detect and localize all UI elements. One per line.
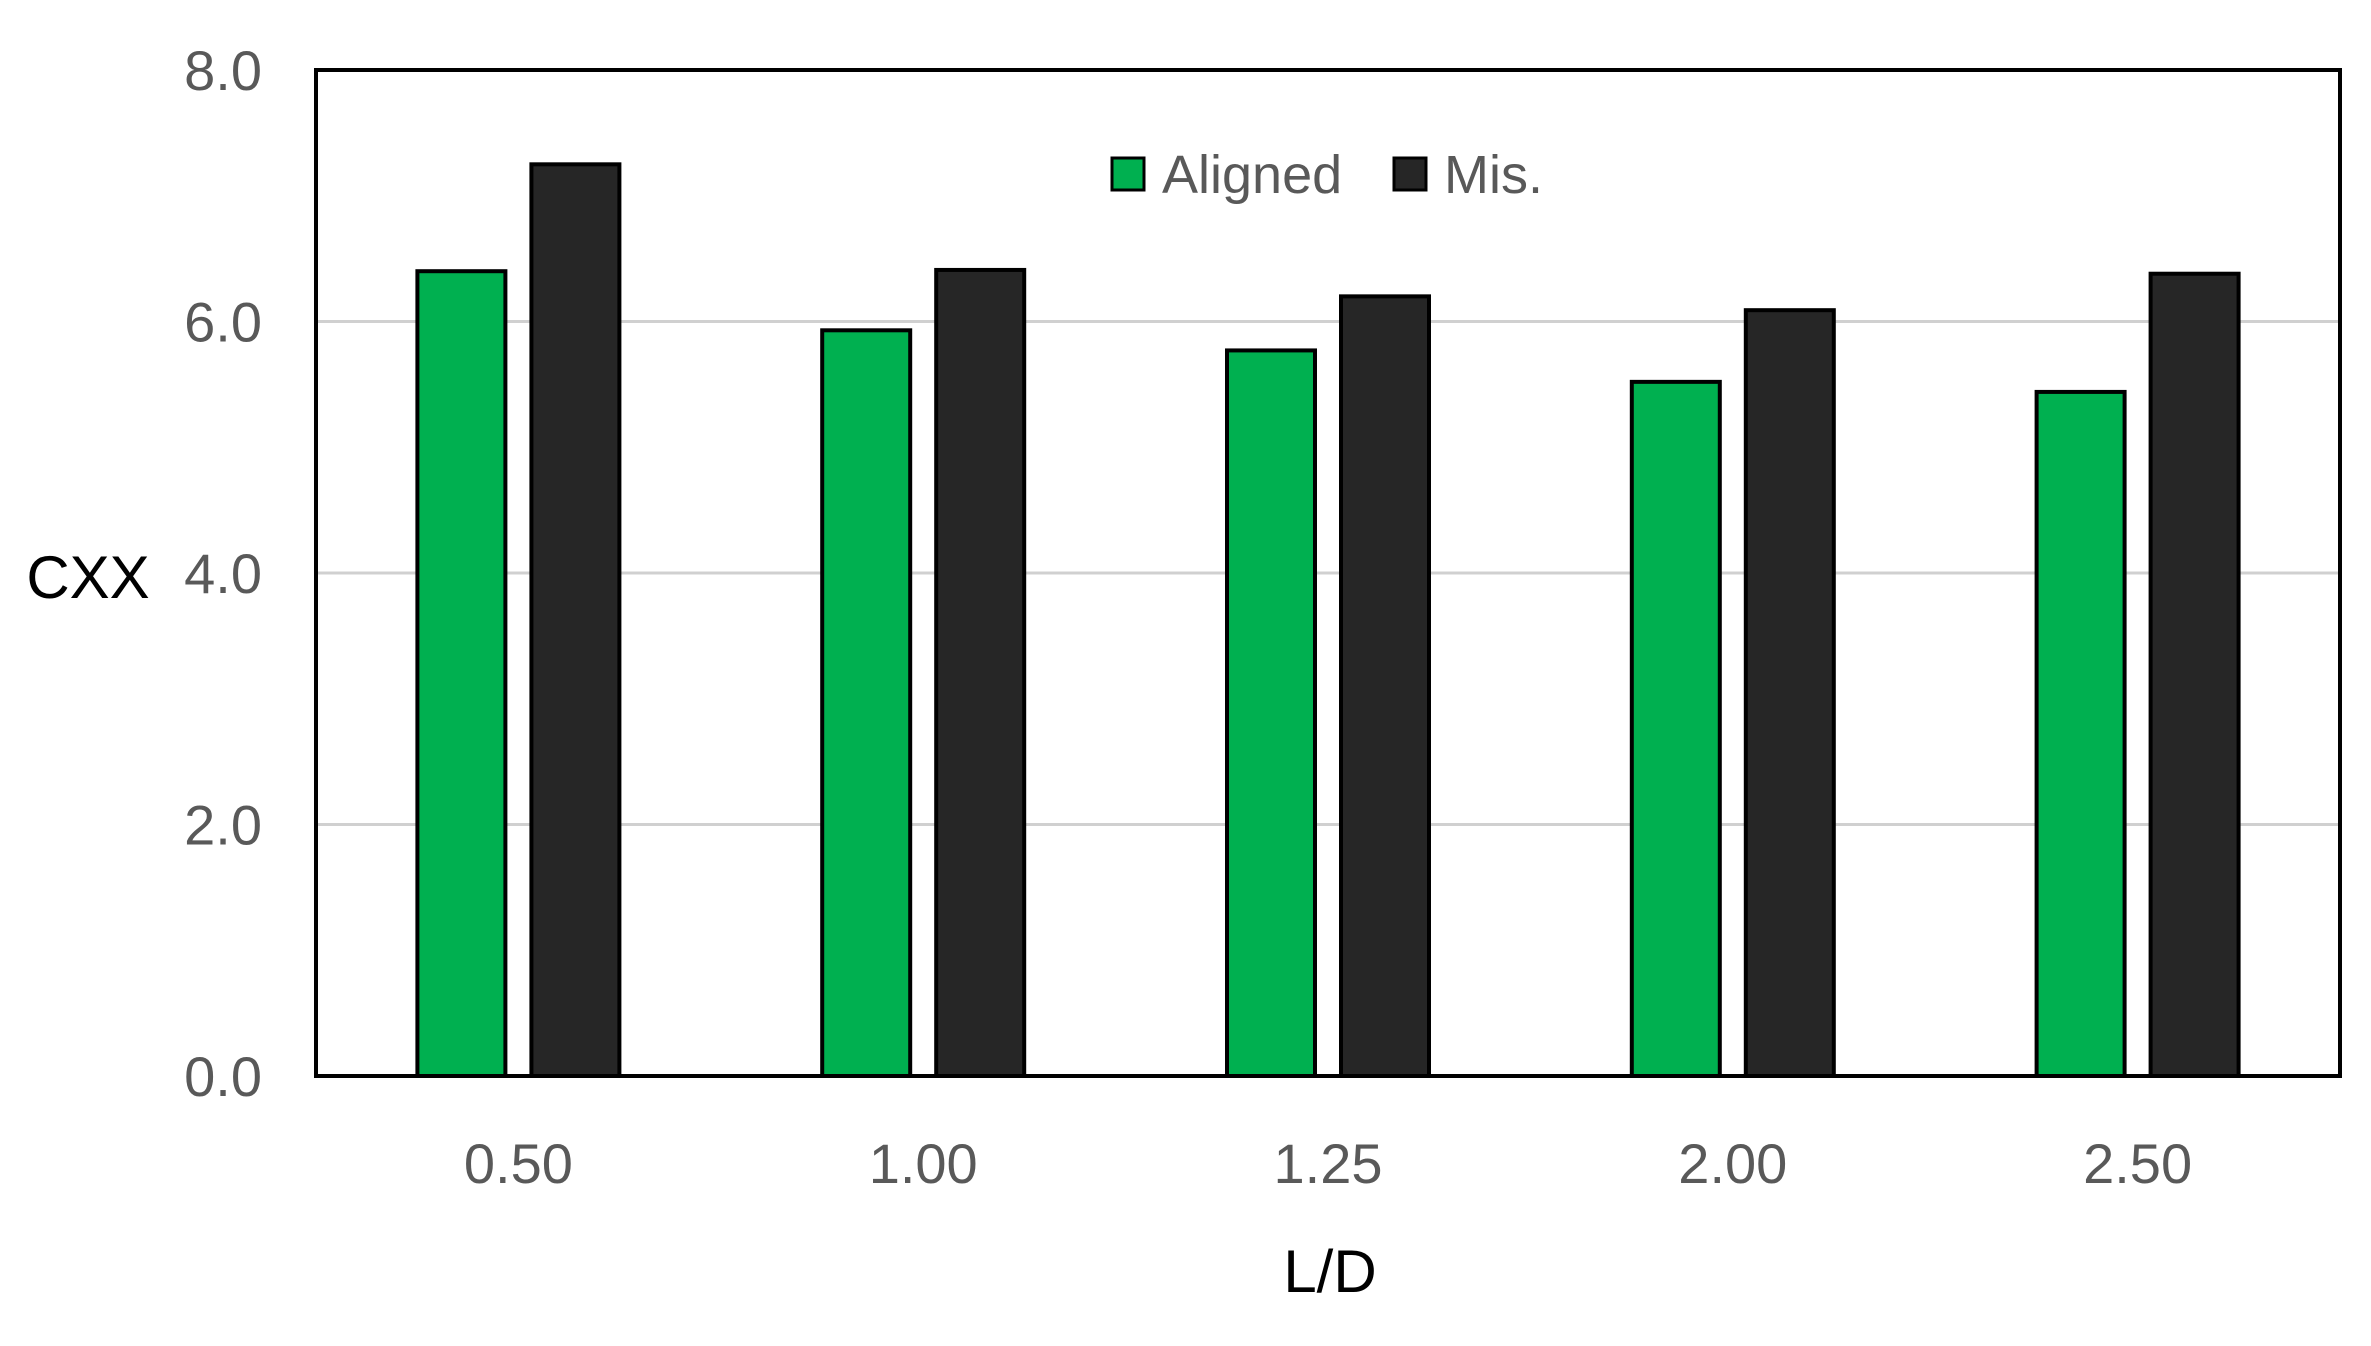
legend: Aligned Mis. xyxy=(1110,145,1543,205)
bar-mis-4 xyxy=(2148,271,2241,1078)
y-tick-label: 6.0 xyxy=(184,291,262,354)
bar-mis-2 xyxy=(1339,294,1431,1079)
y-tick-label: 4.0 xyxy=(184,542,262,605)
bars xyxy=(415,162,2241,1079)
bar-aligned-0 xyxy=(415,269,508,1078)
legend-label-mis: Mis. xyxy=(1444,145,1543,205)
plot-area-frame xyxy=(314,68,2342,1078)
x-tick-label: 2.00 xyxy=(1678,1132,1787,1195)
y-tick-label: 0.0 xyxy=(184,1045,262,1108)
bar-mis-3 xyxy=(1743,308,1836,1078)
x-axis-title: L/D xyxy=(1283,1238,1376,1305)
y-tick-label: 8.0 xyxy=(184,39,262,102)
x-tick-label: 0.50 xyxy=(464,1132,573,1195)
bar-aligned-3 xyxy=(1629,379,1722,1078)
legend-label-aligned: Aligned xyxy=(1162,145,1342,205)
legend-swatch-aligned xyxy=(1110,156,1146,192)
x-axis-tick-labels: 0.50 1.00 1.25 2.00 2.50 xyxy=(464,1132,2192,1195)
x-tick-label: 1.00 xyxy=(869,1132,978,1195)
y-axis-title: CXX xyxy=(26,544,149,611)
bar-aligned-2 xyxy=(1225,348,1317,1078)
bar-aligned-1 xyxy=(820,328,913,1078)
y-axis-tick-labels: 0.0 2.0 4.0 6.0 8.0 xyxy=(184,39,262,1108)
bar-aligned-4 xyxy=(2034,389,2127,1079)
bar-mis-0 xyxy=(529,162,622,1078)
bar-mis-1 xyxy=(934,267,1027,1078)
gridlines xyxy=(316,320,2340,826)
y-tick-label: 2.0 xyxy=(184,794,262,857)
legend-swatch-mis xyxy=(1392,156,1428,192)
x-tick-label: 1.25 xyxy=(1274,1132,1383,1195)
x-tick-label: 2.50 xyxy=(2083,1132,2192,1195)
